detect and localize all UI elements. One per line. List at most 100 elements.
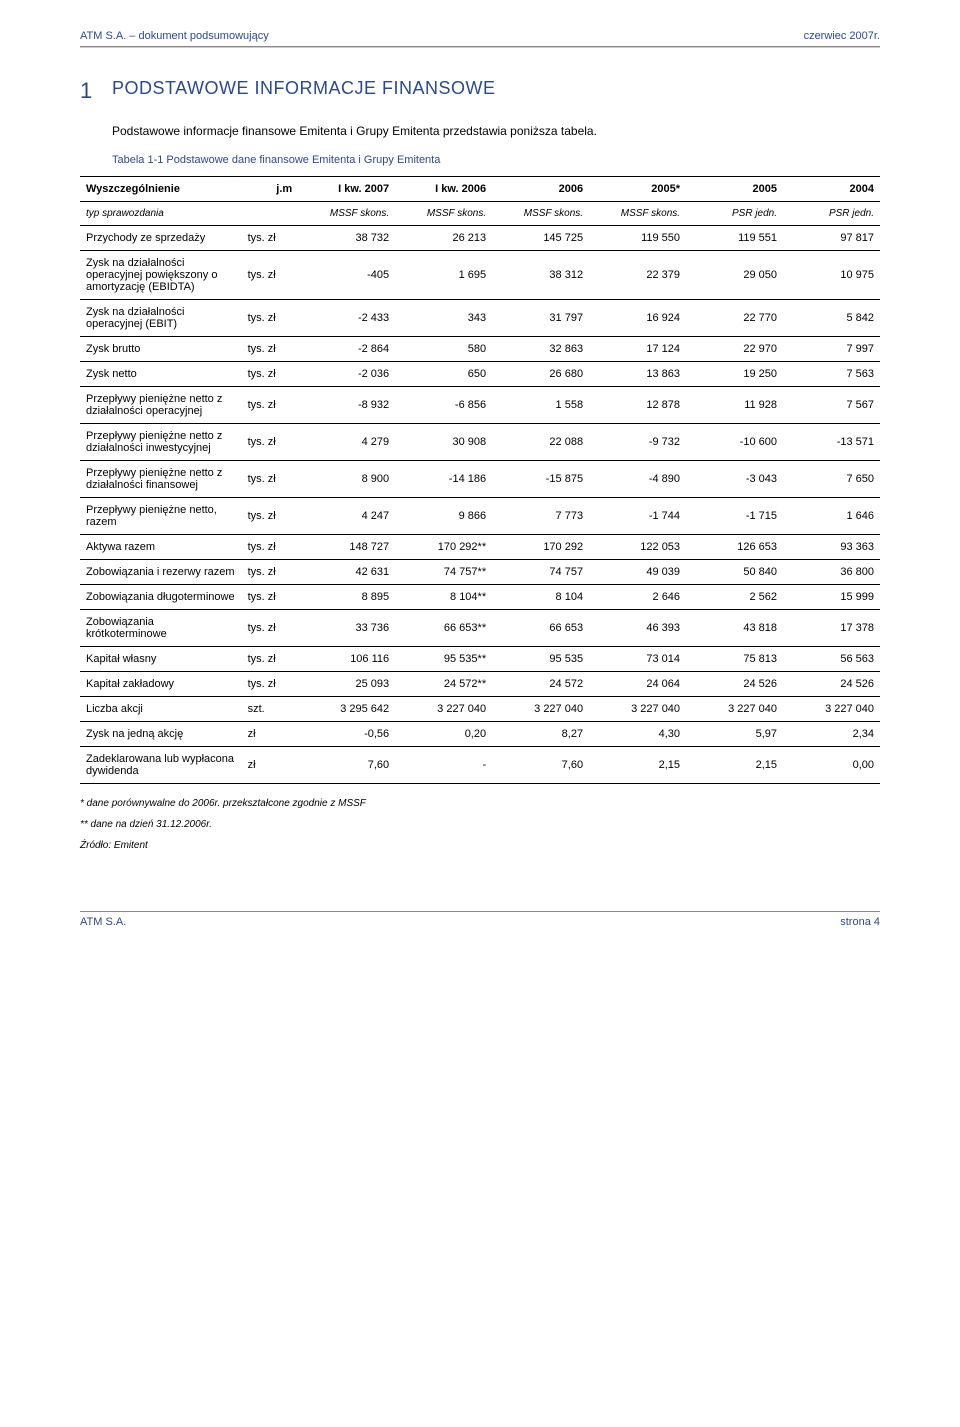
table-cell: -2 036 xyxy=(298,362,395,387)
table-cell: 126 653 xyxy=(686,535,783,560)
table-cell: -1 744 xyxy=(589,498,686,535)
header-rule xyxy=(80,46,880,48)
table-cell: Przychody ze sprzedaży xyxy=(80,226,242,251)
table-header-cell: I kw. 2006 xyxy=(395,177,492,202)
table-subheader-cell: PSR jedn. xyxy=(783,202,880,226)
table-cell: 4,30 xyxy=(589,722,686,747)
table-row: Liczba akcjiszt.3 295 6423 227 0403 227 … xyxy=(80,697,880,722)
table-cell: 11 928 xyxy=(686,387,783,424)
header-left: ATM S.A. – dokument podsumowujący xyxy=(80,30,269,42)
table-row: Kapitał własnytys. zł106 11695 535**95 5… xyxy=(80,647,880,672)
table-cell: 19 250 xyxy=(686,362,783,387)
table-cell: 66 653 xyxy=(492,610,589,647)
table-cell: Zysk na działalności operacyjnej powięks… xyxy=(80,251,242,300)
table-cell: 145 725 xyxy=(492,226,589,251)
table-header-row-1: Wyszczególnieniej.mI kw. 2007I kw. 20062… xyxy=(80,177,880,202)
table-cell: tys. zł xyxy=(242,585,299,610)
table-cell: zł xyxy=(242,722,299,747)
table-cell: 5 842 xyxy=(783,300,880,337)
table-cell: 7 567 xyxy=(783,387,880,424)
table-cell: 8 104** xyxy=(395,585,492,610)
table-cell: Przepływy pieniężne netto, razem xyxy=(80,498,242,535)
header-right: czerwiec 2007r. xyxy=(804,30,880,42)
table-cell: Przepływy pieniężne netto z działalności… xyxy=(80,387,242,424)
footer-left: ATM S.A. xyxy=(80,916,126,928)
table-cell: 170 292** xyxy=(395,535,492,560)
table-cell: 22 970 xyxy=(686,337,783,362)
table-cell: Zysk na jedną akcję xyxy=(80,722,242,747)
table-cell: tys. zł xyxy=(242,251,299,300)
table-cell: 95 535** xyxy=(395,647,492,672)
table-cell: 7 650 xyxy=(783,461,880,498)
table-cell: tys. zł xyxy=(242,672,299,697)
table-cell: tys. zł xyxy=(242,498,299,535)
footnotes: * dane porównywalne do 2006r. przekształ… xyxy=(80,798,880,851)
table-cell: Zobowiązania i rezerwy razem xyxy=(80,560,242,585)
table-cell: 3 295 642 xyxy=(298,697,395,722)
table-cell: 95 535 xyxy=(492,647,589,672)
table-cell: 38 312 xyxy=(492,251,589,300)
table-cell: 119 550 xyxy=(589,226,686,251)
table-cell: tys. zł xyxy=(242,424,299,461)
table-cell: 4 247 xyxy=(298,498,395,535)
table-cell: 9 866 xyxy=(395,498,492,535)
table-subheader-cell: typ sprawozdania xyxy=(80,202,242,226)
table-cell: -0,56 xyxy=(298,722,395,747)
table-cell: Aktywa razem xyxy=(80,535,242,560)
table-cell: 32 863 xyxy=(492,337,589,362)
table-cell: Zobowiązania krótkoterminowe xyxy=(80,610,242,647)
table-cell: Kapitał własny xyxy=(80,647,242,672)
table-cell: tys. zł xyxy=(242,362,299,387)
table-cell: 22 088 xyxy=(492,424,589,461)
table-cell: 12 878 xyxy=(589,387,686,424)
table-cell: 46 393 xyxy=(589,610,686,647)
table-cell: -13 571 xyxy=(783,424,880,461)
table-cell: 22 379 xyxy=(589,251,686,300)
table-cell: 24 064 xyxy=(589,672,686,697)
table-cell: -14 186 xyxy=(395,461,492,498)
table-row: Przepływy pieniężne netto z działalności… xyxy=(80,461,880,498)
page: ATM S.A. – dokument podsumowujący czerwi… xyxy=(0,0,960,968)
table-cell: 49 039 xyxy=(589,560,686,585)
table-row: Zysk nettotys. zł-2 03665026 68013 86319… xyxy=(80,362,880,387)
table-cell: zł xyxy=(242,747,299,784)
table-subheader-cell: MSSF skons. xyxy=(589,202,686,226)
table-cell: 2 646 xyxy=(589,585,686,610)
table-cell: -9 732 xyxy=(589,424,686,461)
table-cell: -3 043 xyxy=(686,461,783,498)
table-cell: 24 572** xyxy=(395,672,492,697)
table-cell: 8,27 xyxy=(492,722,589,747)
table-header-cell: j.m xyxy=(242,177,299,202)
table-cell: 33 736 xyxy=(298,610,395,647)
footnote-line: * dane porównywalne do 2006r. przekształ… xyxy=(80,798,880,809)
table-cell: 74 757** xyxy=(395,560,492,585)
table-cell: 74 757 xyxy=(492,560,589,585)
table-cell: 3 227 040 xyxy=(589,697,686,722)
table-cell: 26 680 xyxy=(492,362,589,387)
table-cell: -405 xyxy=(298,251,395,300)
table-cell: 3 227 040 xyxy=(395,697,492,722)
table-subheader-cell xyxy=(242,202,299,226)
table-cell: 31 797 xyxy=(492,300,589,337)
table-cell: Zobowiązania długoterminowe xyxy=(80,585,242,610)
table-cell: 148 727 xyxy=(298,535,395,560)
table-cell: 73 014 xyxy=(589,647,686,672)
table-cell: tys. zł xyxy=(242,337,299,362)
table-cell: 22 770 xyxy=(686,300,783,337)
table-cell: 8 900 xyxy=(298,461,395,498)
table-cell: 1 695 xyxy=(395,251,492,300)
table-cell: 343 xyxy=(395,300,492,337)
table-cell: 43 818 xyxy=(686,610,783,647)
footer-rule xyxy=(80,911,880,912)
table-cell: 42 631 xyxy=(298,560,395,585)
table-cell: Przepływy pieniężne netto z działalności… xyxy=(80,461,242,498)
table-header-cell: I kw. 2007 xyxy=(298,177,395,202)
table-cell: tys. zł xyxy=(242,610,299,647)
footer-right: strona 4 xyxy=(840,916,880,928)
table-cell: 0,20 xyxy=(395,722,492,747)
table-cell: 7 563 xyxy=(783,362,880,387)
table-cell: 4 279 xyxy=(298,424,395,461)
page-header: ATM S.A. – dokument podsumowujący czerwi… xyxy=(80,30,880,46)
table-cell: -8 932 xyxy=(298,387,395,424)
table-cell: Zysk brutto xyxy=(80,337,242,362)
